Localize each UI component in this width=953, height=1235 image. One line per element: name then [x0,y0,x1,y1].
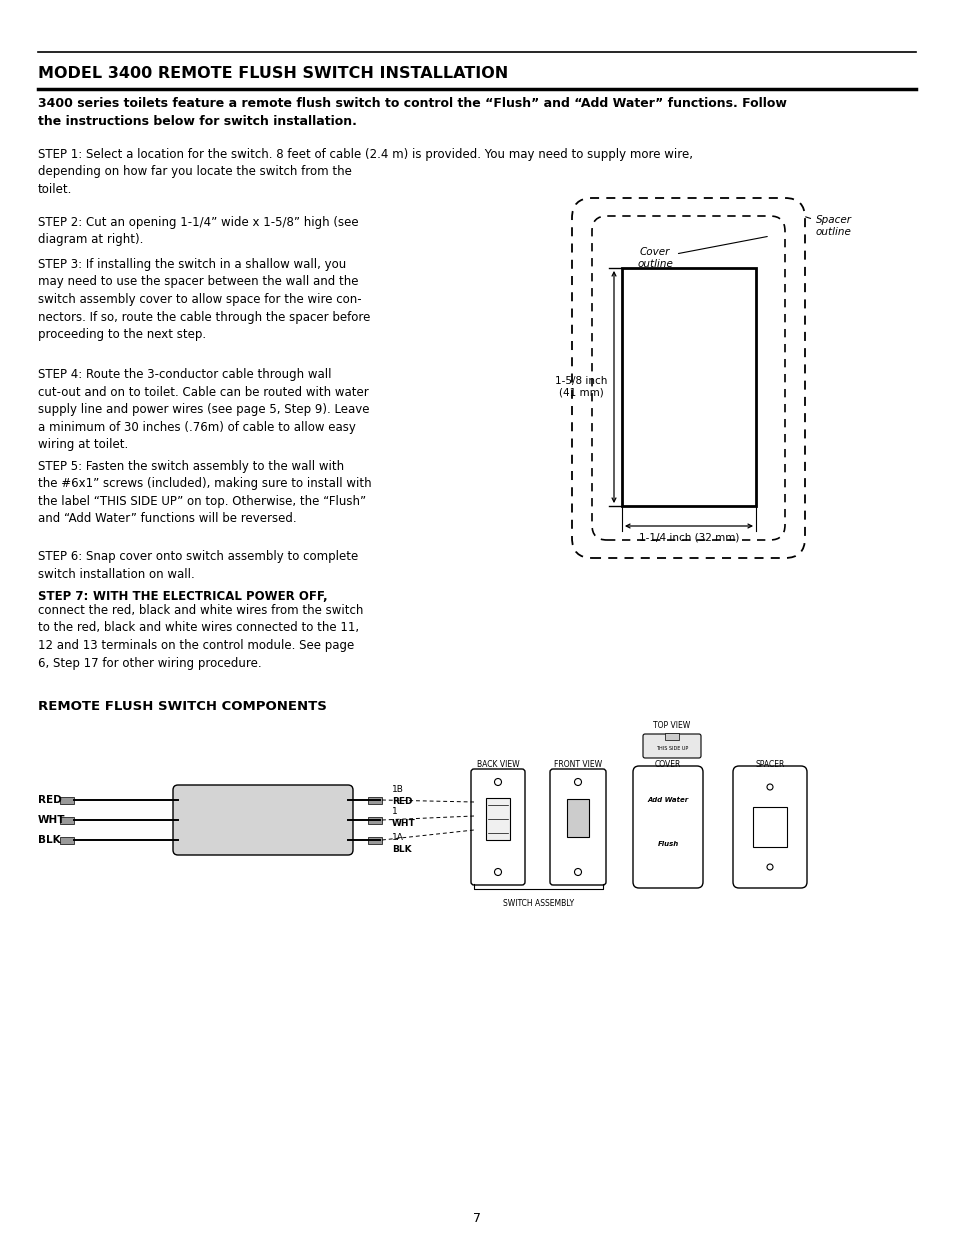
Text: 1: 1 [392,808,397,816]
Circle shape [766,784,772,790]
Text: STEP 6: Snap cover onto switch assembly to complete
switch installation on wall.: STEP 6: Snap cover onto switch assembly … [38,550,358,580]
Text: STEP 4: Route the 3-conductor cable through wall
cut-out and on to toilet. Cable: STEP 4: Route the 3-conductor cable thro… [38,368,369,451]
Bar [368,836,381,844]
Text: BACK VIEW: BACK VIEW [476,760,518,769]
Text: WHT: WHT [38,815,66,825]
Bar [60,797,74,804]
Text: Cover
outline: Cover outline [637,237,766,269]
Text: connect the red, black and white wires from the switch
to the red, black and whi: connect the red, black and white wires f… [38,604,363,669]
Text: SWITCH ASSEMBLY: SWITCH ASSEMBLY [502,899,574,908]
Bar [60,816,74,824]
Text: STEP 3: If installing the switch in a shallow wall, you
may need to use the spac: STEP 3: If installing the switch in a sh… [38,258,370,341]
Bar [752,806,786,847]
Text: RED: RED [38,795,62,805]
Text: COVER: COVER [654,760,680,769]
Bar [485,798,510,840]
Text: THIS SIDE UP: THIS SIDE UP [655,746,687,752]
Bar [368,797,381,804]
Text: Add Water: Add Water [647,797,688,803]
FancyBboxPatch shape [642,734,700,758]
Bar [368,816,381,824]
Circle shape [766,864,772,869]
Text: BLK: BLK [392,846,411,855]
Text: TOP VIEW: TOP VIEW [653,721,690,730]
Text: WHT: WHT [392,820,416,829]
Circle shape [494,868,501,876]
Text: FRONT VIEW: FRONT VIEW [554,760,601,769]
FancyBboxPatch shape [172,785,353,855]
Text: 1B: 1B [392,785,403,794]
Text: MODEL 3400 REMOTE FLUSH SWITCH INSTALLATION: MODEL 3400 REMOTE FLUSH SWITCH INSTALLAT… [38,65,508,82]
Text: 1-1/4 inch (32 mm): 1-1/4 inch (32 mm) [639,532,739,542]
Text: Flush: Flush [657,841,678,847]
Circle shape [574,778,581,785]
Text: 1A: 1A [392,834,403,842]
FancyBboxPatch shape [550,769,605,885]
FancyBboxPatch shape [633,766,702,888]
Text: 1-5/8 inch
(41 mm): 1-5/8 inch (41 mm) [555,377,606,398]
FancyBboxPatch shape [732,766,806,888]
Text: BLK: BLK [38,835,61,845]
Bar [664,734,679,740]
Text: 3400 series toilets feature a remote flush switch to control the “Flush” and “Ad: 3400 series toilets feature a remote flu… [38,98,786,128]
FancyBboxPatch shape [471,769,524,885]
Text: REMOTE FLUSH SWITCH COMPONENTS: REMOTE FLUSH SWITCH COMPONENTS [38,700,327,713]
Text: 7: 7 [473,1212,480,1224]
Bar [60,836,74,844]
Circle shape [574,868,581,876]
Text: WITH THE ELECTRICAL POWER OFF,: WITH THE ELECTRICAL POWER OFF, [92,590,327,603]
Bar [621,268,755,506]
Text: STEP 1: Select a location for the switch. 8 feet of cable (2.4 m) is provided. Y: STEP 1: Select a location for the switch… [38,148,692,196]
Text: STEP 5: Fasten the switch assembly to the wall with
the #6x1” screws (included),: STEP 5: Fasten the switch assembly to th… [38,459,372,526]
Text: STEP 7:: STEP 7: [38,590,92,603]
Text: RED: RED [392,798,412,806]
Text: Spacer
outline: Spacer outline [804,215,851,237]
Text: SPACER: SPACER [755,760,784,769]
Bar [566,799,588,837]
Text: STEP 2: Cut an opening 1-1/4” wide x 1-5/8” high (see
diagram at right).: STEP 2: Cut an opening 1-1/4” wide x 1-5… [38,216,358,247]
Circle shape [494,778,501,785]
